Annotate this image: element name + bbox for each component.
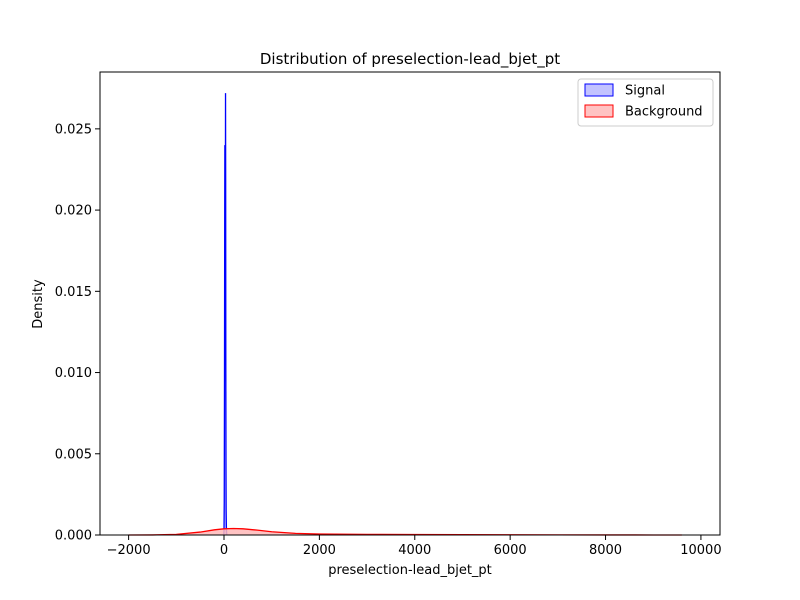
y-axis: 0.000 0.005 0.010 0.015 0.020 0.025: [55, 122, 100, 544]
y-tick-label: 0.000: [55, 529, 92, 544]
legend-label-background: Background: [625, 105, 703, 120]
x-axis: −2000 0 2000 4000 6000 8000 10000: [107, 535, 722, 558]
legend-swatch-signal: [584, 83, 614, 97]
y-tick: 0.025: [55, 122, 100, 137]
x-tick-label: 8000: [589, 543, 622, 558]
plot-frame: [99, 71, 721, 536]
x-tick-label: 10000: [680, 543, 721, 558]
y-tick: 0.010: [55, 366, 100, 381]
x-tick: 0: [220, 535, 228, 558]
x-tick-label: 2000: [303, 543, 336, 558]
x-tick: 10000: [680, 535, 722, 558]
legend-label-signal: Signal: [625, 84, 665, 99]
x-tick: 8000: [589, 535, 622, 558]
y-tick-label: 0.010: [55, 366, 92, 381]
x-tick: 2000: [303, 535, 336, 558]
x-tick-label: −2000: [107, 543, 151, 558]
y-tick-label: 0.025: [55, 122, 92, 137]
x-tick-label: 6000: [494, 543, 527, 558]
chart-title: Distribution of preselection-lead_bjet_p…: [260, 50, 560, 69]
y-tick: 0.005: [55, 447, 100, 462]
legend: Signal Background: [577, 78, 714, 127]
x-tick: 4000: [398, 535, 431, 558]
series-area-background: [128, 528, 682, 535]
y-tick: 0.000: [55, 529, 100, 544]
x-tick-label: 4000: [398, 543, 431, 558]
x-tick: −2000: [107, 535, 151, 558]
x-tick-label: 0: [220, 543, 228, 558]
y-tick-label: 0.020: [55, 204, 92, 219]
x-axis-label: preselection-lead_bjet_pt: [328, 563, 492, 578]
legend-swatch-background: [584, 104, 614, 118]
x-tick: 6000: [494, 535, 527, 558]
y-tick-label: 0.015: [55, 285, 92, 300]
y-tick-label: 0.005: [55, 447, 92, 462]
y-tick: 0.015: [55, 285, 100, 300]
plot-area: [128, 93, 682, 536]
y-axis-label: Density: [31, 279, 46, 329]
series-line-signal: [223, 93, 228, 536]
y-tick: 0.020: [55, 204, 100, 219]
